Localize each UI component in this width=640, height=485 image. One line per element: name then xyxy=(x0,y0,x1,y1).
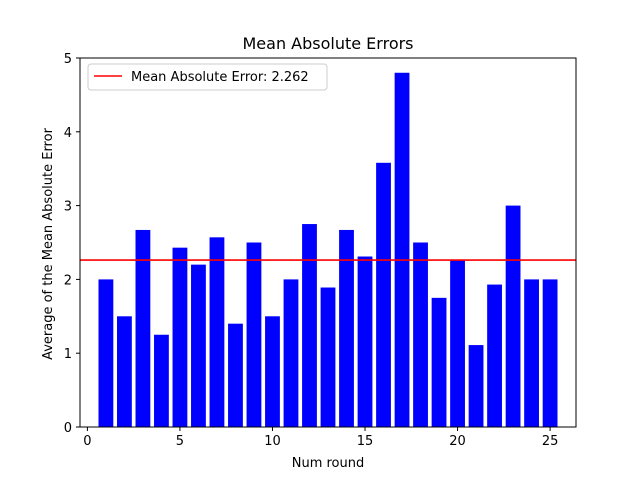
bar xyxy=(283,279,299,427)
y-tick-label: 3 xyxy=(64,200,72,215)
axes-frame xyxy=(79,57,577,428)
y-tick-label: 5 xyxy=(64,52,72,67)
bar xyxy=(135,229,151,427)
y-tick-label: 0 xyxy=(64,421,72,436)
chart-title: Mean Absolute Errors xyxy=(242,34,413,53)
bar xyxy=(209,237,225,427)
y-tick-label: 2 xyxy=(64,273,72,288)
bar xyxy=(154,334,169,427)
bar xyxy=(98,279,114,427)
bar xyxy=(320,287,336,427)
bar xyxy=(357,256,373,427)
bar xyxy=(302,224,317,427)
plot-area: 0 5 10 15 20 25 0 1 2 3 4 5 xyxy=(64,52,577,449)
bar xyxy=(191,264,206,427)
bar xyxy=(394,72,410,427)
x-tick-label: 0 xyxy=(83,434,91,449)
bar xyxy=(265,316,280,427)
bar xyxy=(376,162,391,427)
bar xyxy=(468,345,484,427)
x-tick-label: 10 xyxy=(264,434,281,449)
y-axis-label: Average of the Mean Absolute Error xyxy=(41,127,56,359)
x-tick-label: 25 xyxy=(542,434,559,449)
bar xyxy=(172,247,188,427)
bar xyxy=(542,279,558,427)
x-tick-label: 5 xyxy=(176,434,184,449)
x-tick-label: 15 xyxy=(357,434,374,449)
bar xyxy=(246,242,262,427)
bar xyxy=(413,242,428,427)
x-tick-label: 20 xyxy=(449,434,466,449)
legend-frame xyxy=(87,63,328,91)
x-axis-label: Num round xyxy=(292,456,365,471)
bar xyxy=(450,259,465,427)
bar xyxy=(487,284,502,427)
bar xyxy=(339,229,354,427)
bar xyxy=(228,323,243,427)
y-tick-label: 4 xyxy=(64,126,72,141)
legend-label: Mean Absolute Error: 2.262 xyxy=(131,70,309,85)
bar xyxy=(524,279,539,427)
bar xyxy=(117,316,132,427)
legend: Mean Absolute Error: 2.262 xyxy=(87,63,328,91)
y-tick-label: 1 xyxy=(64,347,72,362)
bar xyxy=(431,297,447,427)
bar xyxy=(505,205,521,427)
